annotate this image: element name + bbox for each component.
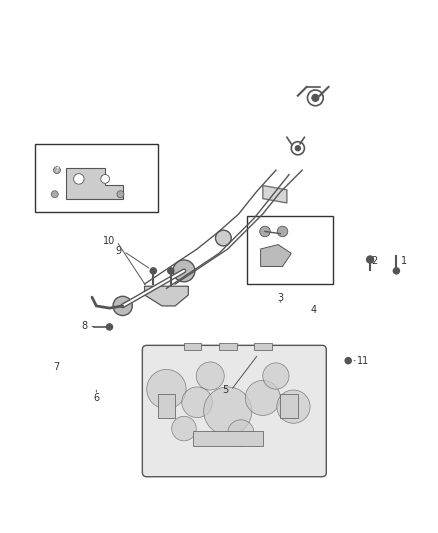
Text: 5: 5 <box>223 385 229 395</box>
Circle shape <box>367 256 374 263</box>
Circle shape <box>215 230 231 246</box>
Text: 8: 8 <box>81 321 87 330</box>
Bar <box>247 216 333 284</box>
Circle shape <box>173 260 195 282</box>
Circle shape <box>53 167 60 174</box>
Bar <box>280 393 298 418</box>
Bar <box>254 343 272 350</box>
Circle shape <box>204 387 252 435</box>
Bar <box>193 431 263 446</box>
Circle shape <box>168 268 174 274</box>
Text: 4: 4 <box>310 305 316 316</box>
Circle shape <box>147 369 186 409</box>
Polygon shape <box>66 168 123 199</box>
Circle shape <box>277 390 310 423</box>
Circle shape <box>228 420 254 446</box>
Circle shape <box>245 381 280 415</box>
FancyBboxPatch shape <box>142 345 326 477</box>
Text: 1: 1 <box>401 256 407 266</box>
Circle shape <box>74 174 84 184</box>
Circle shape <box>117 191 124 198</box>
Text: 11: 11 <box>357 356 369 366</box>
Circle shape <box>101 174 110 183</box>
Text: 9: 9 <box>115 246 121 256</box>
Circle shape <box>345 358 351 364</box>
Circle shape <box>312 94 319 101</box>
Text: 3: 3 <box>277 293 283 303</box>
Text: 6: 6 <box>93 393 99 403</box>
Polygon shape <box>145 286 188 306</box>
Circle shape <box>393 268 399 274</box>
Circle shape <box>260 226 270 237</box>
Text: 7: 7 <box>53 362 59 372</box>
Bar <box>35 144 158 212</box>
Circle shape <box>263 363 289 389</box>
Circle shape <box>196 362 224 390</box>
Bar <box>184 343 201 350</box>
Text: 10: 10 <box>102 236 115 246</box>
Circle shape <box>150 268 156 274</box>
Polygon shape <box>263 185 287 203</box>
Circle shape <box>51 191 58 198</box>
Bar <box>219 343 237 350</box>
Circle shape <box>172 416 196 441</box>
Polygon shape <box>261 245 291 266</box>
Circle shape <box>182 387 212 418</box>
Text: 7: 7 <box>55 167 59 173</box>
Circle shape <box>277 226 288 237</box>
Circle shape <box>113 296 132 316</box>
Circle shape <box>106 324 113 330</box>
Bar <box>158 393 175 418</box>
Circle shape <box>295 146 300 151</box>
Text: 2: 2 <box>371 256 378 266</box>
